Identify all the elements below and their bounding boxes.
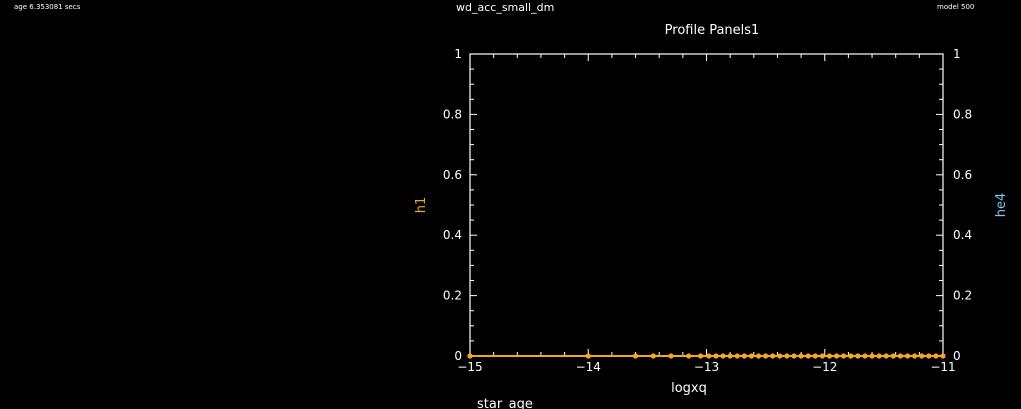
y-tick-label-left: 1 (454, 47, 462, 61)
age-readout: age 6.353081 secs (14, 3, 81, 11)
y-tick-label-left: 0.4 (443, 228, 462, 242)
x-tick-label: −15 (457, 360, 482, 374)
data-point-h1 (686, 353, 692, 359)
data-point-h1 (791, 353, 797, 359)
data-point-h1 (650, 353, 656, 359)
plot-frame (469, 53, 944, 357)
data-point-h1 (876, 353, 882, 359)
data-point-h1 (940, 353, 946, 359)
y-tick-label-right: 0.8 (953, 107, 972, 121)
data-point-h1 (632, 353, 639, 359)
data-point-h1 (777, 353, 783, 359)
data-point-h1 (720, 353, 726, 359)
y-tick-label-left: 0.6 (443, 168, 462, 182)
data-point-h1 (755, 353, 762, 359)
data-point-h1 (912, 353, 918, 359)
chart-title: Profile Panels1 (665, 23, 760, 38)
x-tick-label: −11 (930, 360, 955, 374)
data-point-h1 (770, 353, 776, 359)
data-point-h1 (805, 353, 811, 359)
data-point-h1 (933, 353, 939, 359)
data-point-h1 (706, 353, 712, 359)
data-point-h1 (812, 353, 818, 359)
data-point-h1 (713, 353, 719, 359)
y-tick-label-right: 0.2 (953, 289, 972, 303)
y-tick-label-left: 0.2 (443, 289, 462, 303)
y-tick-label-right: 0.6 (953, 168, 972, 182)
data-point-h1 (897, 353, 904, 359)
data-point-h1 (904, 353, 911, 359)
data-point-h1 (763, 353, 769, 359)
data-point-h1 (727, 353, 733, 359)
data-point-h1 (926, 353, 932, 359)
data-point-h1 (848, 353, 854, 359)
series-layer (467, 353, 946, 359)
data-point-h1 (748, 353, 755, 359)
y-tick-label-left: 0.8 (443, 107, 462, 121)
data-point-h1 (697, 353, 704, 359)
data-point-h1 (734, 353, 740, 359)
data-point-h1 (467, 353, 473, 359)
data-point-h1 (668, 353, 674, 359)
data-point-h1 (862, 353, 868, 359)
data-point-h1 (833, 353, 840, 359)
data-point-h1 (784, 353, 790, 359)
run-name: wd_acc_small_dm (456, 1, 555, 14)
star-age-label: star_age (477, 397, 533, 409)
x-tick-label: −13 (694, 360, 719, 374)
data-point-h1 (826, 353, 833, 359)
data-point-h1 (741, 353, 747, 359)
y-axis-label-left: h1 (414, 197, 429, 214)
y-axis-label-right: he4 (994, 193, 1009, 218)
y-tick-label-right: 1 (953, 47, 961, 61)
data-point-h1 (798, 353, 804, 359)
y-tick-label-left: 0 (454, 349, 462, 363)
x-tick-label: −12 (812, 360, 837, 374)
data-point-h1 (869, 353, 875, 359)
y-tick-label-right: 0 (953, 349, 961, 363)
model-number: model 500 (937, 3, 975, 11)
data-point-h1 (883, 353, 889, 359)
axis-ticks: −15 −14 −13 −12 −110 00.2 0.20.4 0.40.6 0.60.8 0.… (443, 47, 972, 374)
data-point-h1 (855, 353, 861, 359)
x-axis-label: logxq (671, 381, 707, 396)
y-tick-label-right: 0.4 (953, 228, 972, 242)
data-point-h1 (819, 353, 825, 359)
data-point-h1 (919, 353, 925, 359)
x-tick-label: −14 (576, 360, 601, 374)
data-point-h1 (585, 353, 591, 359)
data-point-h1 (890, 353, 896, 359)
data-point-h1 (841, 353, 847, 359)
